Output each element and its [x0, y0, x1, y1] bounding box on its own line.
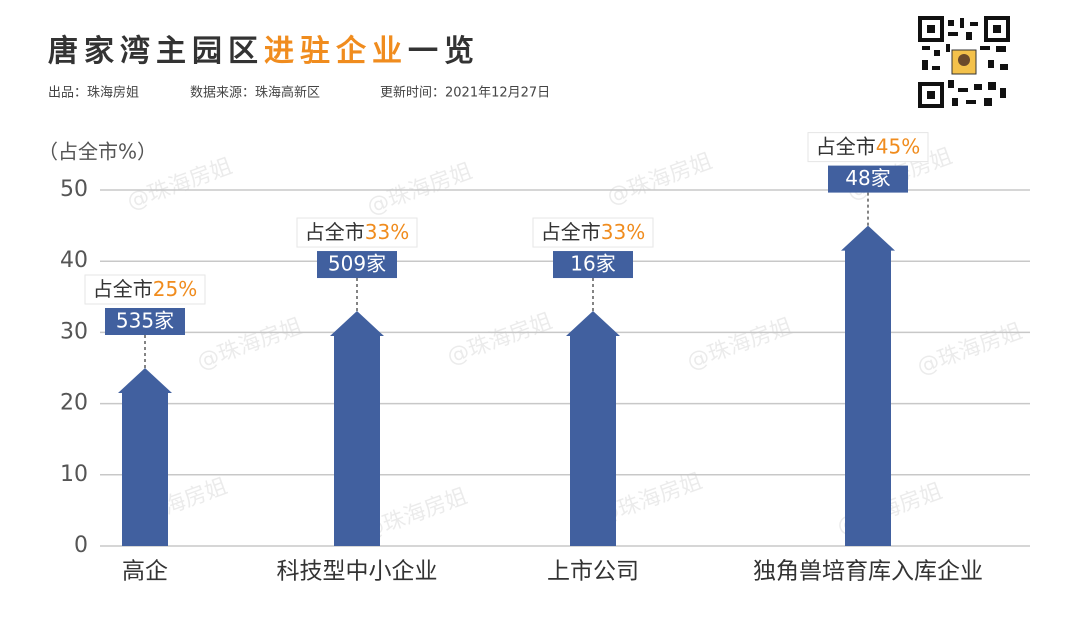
value-label: 占全市33% [305, 220, 409, 244]
value-label-prefix: 占全市 [816, 134, 876, 158]
y-tick-label: 10 [60, 462, 88, 487]
x-tick-label: 上市公司 [547, 559, 639, 585]
y-axis-label: （占全市%） [38, 140, 157, 164]
value-label-number: 25% [153, 277, 197, 301]
count-label-box [105, 308, 185, 335]
value-label: 占全市45% [816, 134, 920, 158]
y-tick-label: 50 [60, 177, 88, 202]
arrow-bar [841, 225, 895, 546]
count-label: 509家 [328, 252, 386, 276]
qr-code [918, 16, 1010, 108]
value-label: 占全市25% [93, 277, 197, 301]
title-part: 唐家湾主园区 [48, 34, 264, 69]
value-label-box [84, 274, 206, 305]
value-label-prefix: 占全市 [541, 220, 601, 244]
value-label-number: 33% [601, 220, 645, 244]
value-label-box [296, 217, 418, 248]
count-label-box [828, 165, 908, 193]
title-part: 一览 [408, 34, 480, 69]
value-label-box [807, 132, 929, 163]
count-label: 48家 [845, 166, 890, 190]
value-label-box [532, 217, 654, 248]
count-label-box [317, 251, 397, 279]
watermark: @珠海房姐 [684, 314, 796, 375]
x-tick-label: 高企 [122, 559, 168, 585]
arrow-bar [118, 368, 172, 546]
y-tick-label: 20 [60, 391, 88, 416]
watermark: @珠海房姐 [194, 314, 306, 375]
count-label: 535家 [116, 309, 174, 333]
count-label: 16家 [570, 252, 615, 276]
count-label-box [553, 251, 633, 279]
value-label-number: 33% [365, 220, 409, 244]
subtitle: 出品：珠海房姐 [48, 85, 139, 101]
watermark: @珠海房姐 [914, 319, 1026, 380]
chart-title: 唐家湾主园区进驻企业一览 [48, 34, 480, 69]
y-tick-label: 0 [74, 533, 88, 558]
subtitle: 更新时间：2021年12月27日 [380, 85, 550, 101]
watermark: @珠海房姐 [444, 309, 556, 370]
watermark: @珠海房姐 [604, 149, 716, 210]
arrow-bar [566, 311, 620, 546]
subtitle: 数据来源：珠海高新区 [190, 85, 320, 101]
x-tick-label: 科技型中小企业 [277, 559, 438, 585]
y-tick-label: 30 [60, 319, 88, 344]
x-tick-label: 独角兽培育库入库企业 [753, 559, 983, 585]
title-part: 进驻企业 [264, 34, 408, 69]
y-tick-label: 40 [60, 248, 88, 273]
value-label-prefix: 占全市 [93, 277, 153, 301]
arrow-bar [330, 311, 384, 546]
value-label-number: 45% [876, 134, 920, 158]
value-label: 占全市33% [541, 220, 645, 244]
value-label-prefix: 占全市 [305, 220, 365, 244]
